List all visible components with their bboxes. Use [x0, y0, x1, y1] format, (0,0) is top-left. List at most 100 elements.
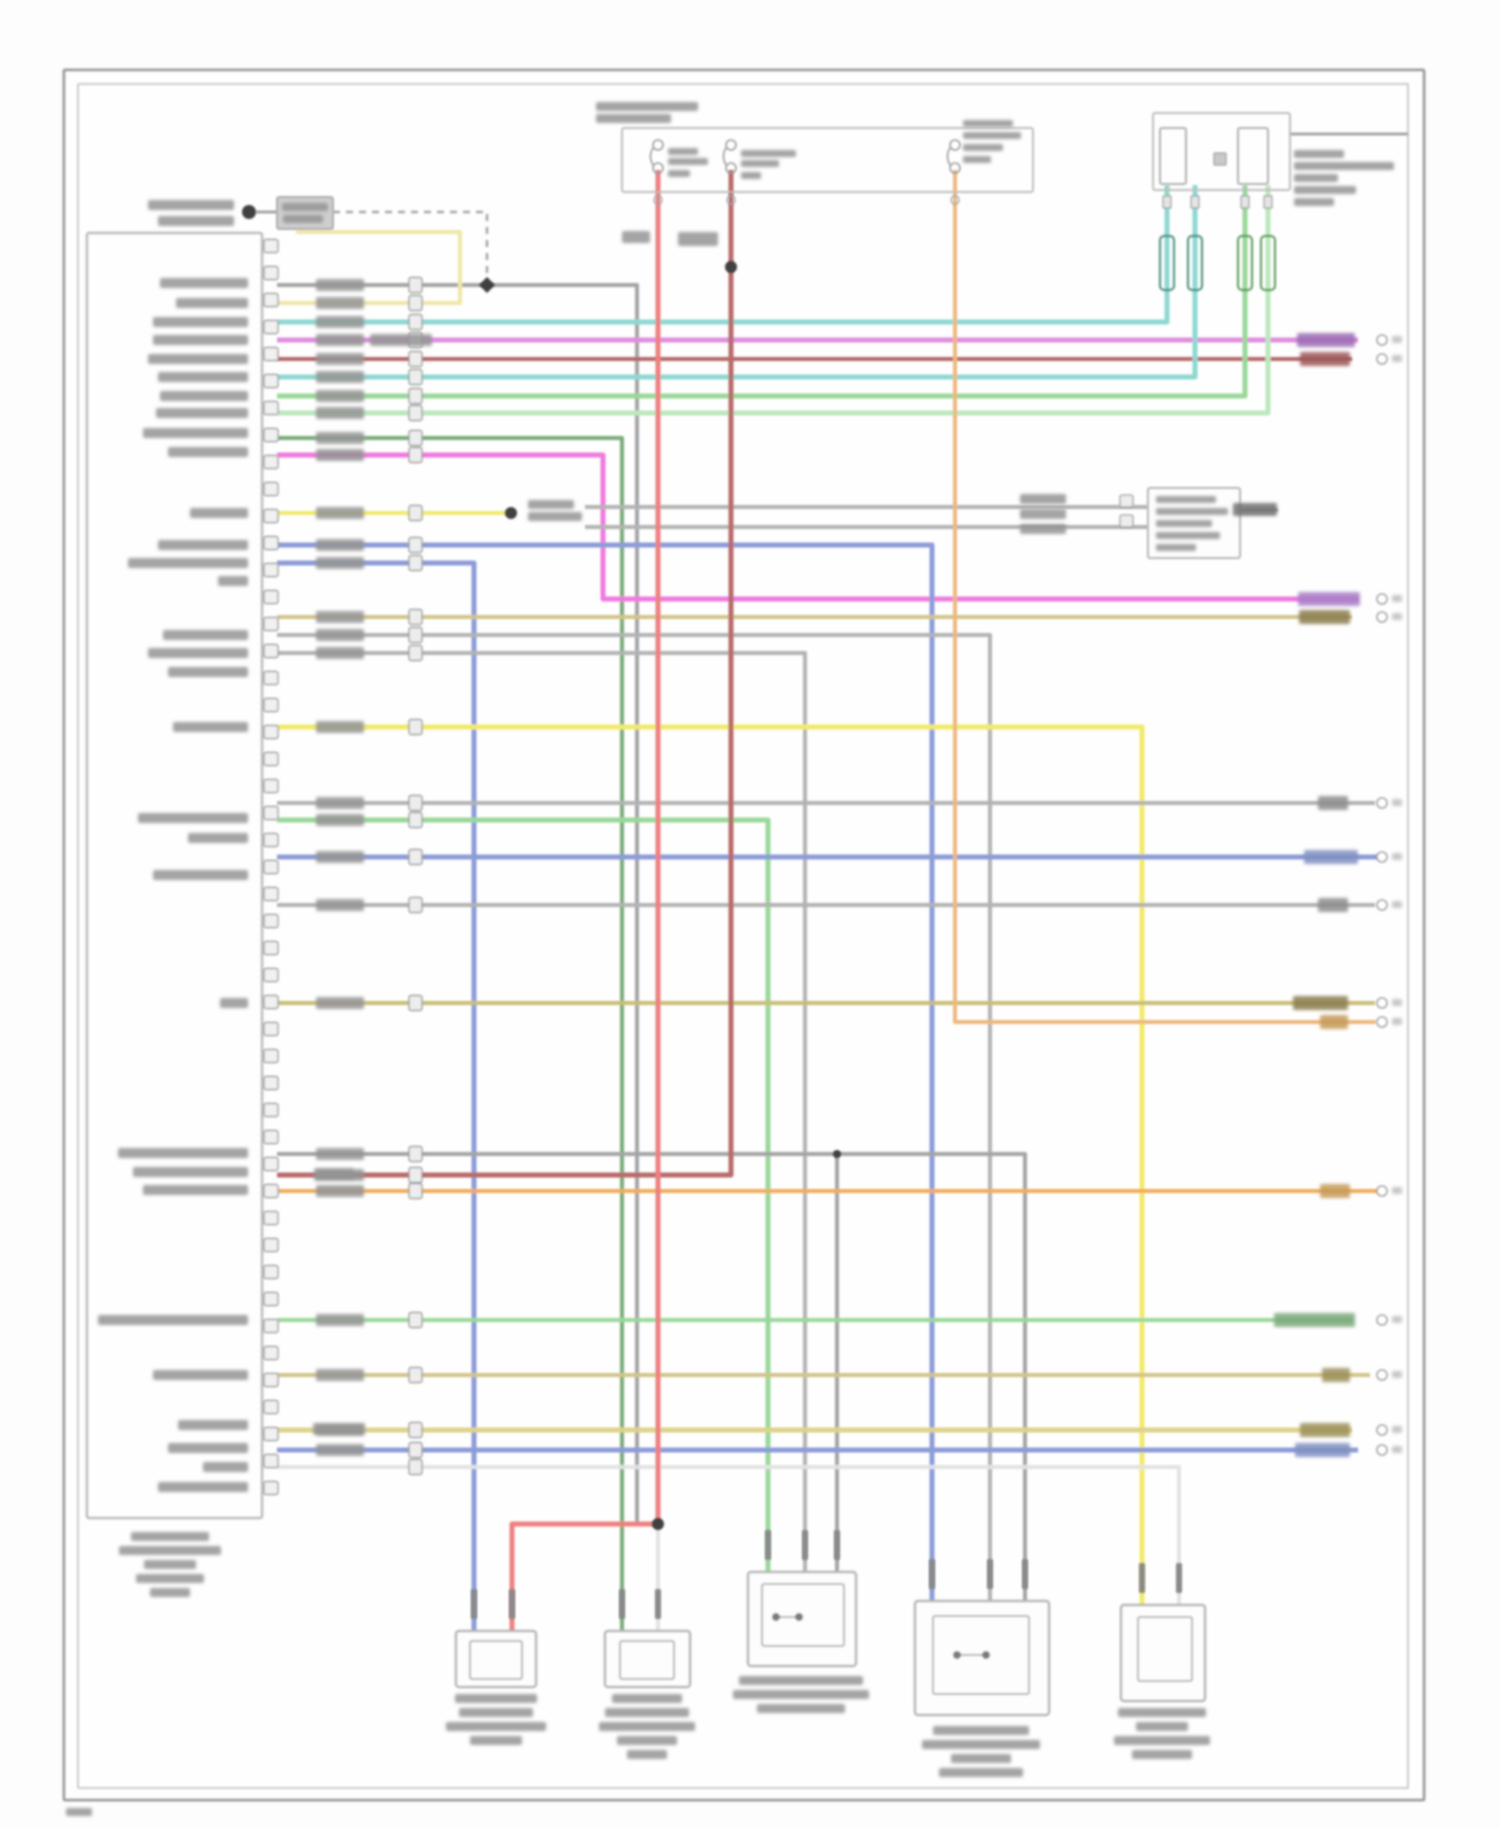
wire-color-label — [316, 851, 364, 863]
pcm-pin — [263, 1183, 279, 1199]
mid-component-text-1 — [1156, 496, 1216, 503]
inline-connector-pin — [408, 1421, 423, 1439]
terminal-gray-2-circle — [1376, 899, 1388, 911]
top-right-text-1 — [1294, 150, 1344, 158]
component-pressure-control-solenoid-caption — [739, 1676, 863, 1685]
terminal-khaki-2-circle — [1376, 1424, 1388, 1436]
component-shift-solenoid-b-inner — [619, 1640, 675, 1680]
fuse3-text-1 — [963, 120, 1013, 127]
wire-color-label — [316, 629, 364, 641]
component-shift-solenoid-a-caption — [459, 1708, 533, 1717]
component-shift-solenoid-a-pin-bead — [509, 1589, 515, 1619]
top-right-text-4 — [1294, 186, 1356, 194]
pcm-pin-label — [203, 1462, 248, 1472]
pcm-pin — [263, 1453, 279, 1469]
connector-tick — [1162, 195, 1172, 209]
pcm-pin — [263, 319, 279, 335]
terminal-magenta-circle — [1376, 334, 1388, 346]
pcm-pin — [263, 697, 279, 713]
pcm-pin — [263, 1318, 279, 1334]
component-vss-sensor-caption — [1118, 1708, 1206, 1717]
wire-color-label — [316, 557, 364, 569]
fuse1-text-1 — [668, 148, 698, 155]
fuse-box-title-2 — [596, 114, 671, 123]
component-tcc-solenoid-caption — [922, 1740, 1040, 1749]
top-right-text-2 — [1294, 162, 1394, 170]
terminal-gray-1-tick — [1392, 799, 1402, 806]
inline-connector-green-2 — [1260, 235, 1276, 291]
inline-connector-pin — [408, 1366, 423, 1384]
wire-dkgreen-438 — [277, 436, 624, 1640]
pcm-pin — [263, 400, 279, 416]
wire-ground-dashed — [333, 210, 489, 280]
wire-color-label — [316, 507, 364, 519]
component-shift-solenoid-b-caption — [617, 1736, 677, 1745]
component-shift-solenoid-b-pin-bead — [655, 1589, 661, 1619]
mid-component-text-5 — [1156, 544, 1196, 551]
fuse3-text-3 — [963, 144, 1003, 151]
fuse-1-element — [649, 147, 654, 166]
top-right-text-3 — [1294, 174, 1338, 182]
terminal-tan-circle — [1376, 611, 1388, 623]
wire-color-label — [316, 407, 364, 419]
fuse-2-element — [722, 147, 727, 166]
label-layer — [66, 102, 1402, 1816]
terminal-magenta-tick — [1392, 336, 1402, 343]
pcm-pin-label — [148, 648, 248, 658]
inline-connector-pin — [408, 1182, 423, 1200]
fuse-1-bottom — [652, 162, 664, 174]
pcm-pin — [263, 1399, 279, 1415]
terminal-blue-1-circle — [1376, 851, 1388, 863]
inline-connector-pin — [408, 811, 423, 829]
pcm-pin-label — [153, 335, 248, 345]
ground-text-2 — [158, 216, 234, 226]
component-shift-solenoid-b-caption — [599, 1722, 695, 1731]
wire-color-label — [316, 797, 364, 809]
component-shift-solenoid-b-caption — [627, 1750, 667, 1759]
pcm-pin — [263, 724, 279, 740]
ground-box-text-1 — [282, 203, 328, 211]
pcm-pin — [263, 265, 279, 281]
wire-color-label — [316, 1148, 364, 1160]
component-vss-sensor-pin-bead — [1176, 1563, 1182, 1593]
component-shift-solenoid-b-caption — [612, 1694, 682, 1703]
component-pressure-control-solenoid-pin-bead — [802, 1530, 808, 1560]
terminal-khaki-1-tick — [1392, 1371, 1402, 1378]
wire-teal-377 — [277, 185, 1198, 380]
ground-text-1 — [148, 200, 234, 210]
pcm-caption — [136, 1574, 204, 1583]
inline-connector-pin — [408, 554, 423, 572]
inline-connector-pin — [408, 644, 423, 662]
component-shift-solenoid-a-caption — [446, 1722, 546, 1731]
wire-color-label — [316, 814, 364, 826]
pcm-pin — [263, 238, 279, 254]
pcm-pin-label — [190, 508, 248, 518]
fuse-3-top — [949, 139, 961, 151]
pcm-pin-label — [188, 833, 248, 843]
fuse-2-top — [725, 139, 737, 151]
pcm-pin — [263, 427, 279, 443]
inline-connector-pin — [408, 429, 423, 447]
pcm-pin — [263, 832, 279, 848]
component-tcc-solenoid-pin-bead — [1022, 1559, 1028, 1589]
pcm-pin — [263, 1426, 279, 1442]
wire-color-label — [316, 647, 364, 659]
wire-color-label — [316, 1185, 364, 1197]
inline-connector-pin — [408, 994, 423, 1012]
component-shift-solenoid-a-inner — [469, 1640, 523, 1680]
wire-green-396 — [277, 185, 1248, 399]
wire-color-label — [316, 721, 364, 733]
fuse-2-bottom — [725, 162, 737, 174]
terminal-orange-circle — [1376, 1185, 1388, 1197]
component-tcc-solenoid-inner — [932, 1615, 1030, 1695]
inline-connector-pin — [408, 350, 423, 368]
terminal-khaki-1-circle — [1376, 1369, 1388, 1381]
component-pressure-control-solenoid-pin-bead — [765, 1530, 771, 1560]
wire-red-fuse1 — [509, 170, 661, 1641]
pcm-pin — [263, 1264, 279, 1280]
pcm-pin — [263, 346, 279, 362]
component-pressure-control-solenoid-inner — [761, 1583, 845, 1647]
pcm-pin — [263, 886, 279, 902]
pcm-pin — [263, 616, 279, 632]
